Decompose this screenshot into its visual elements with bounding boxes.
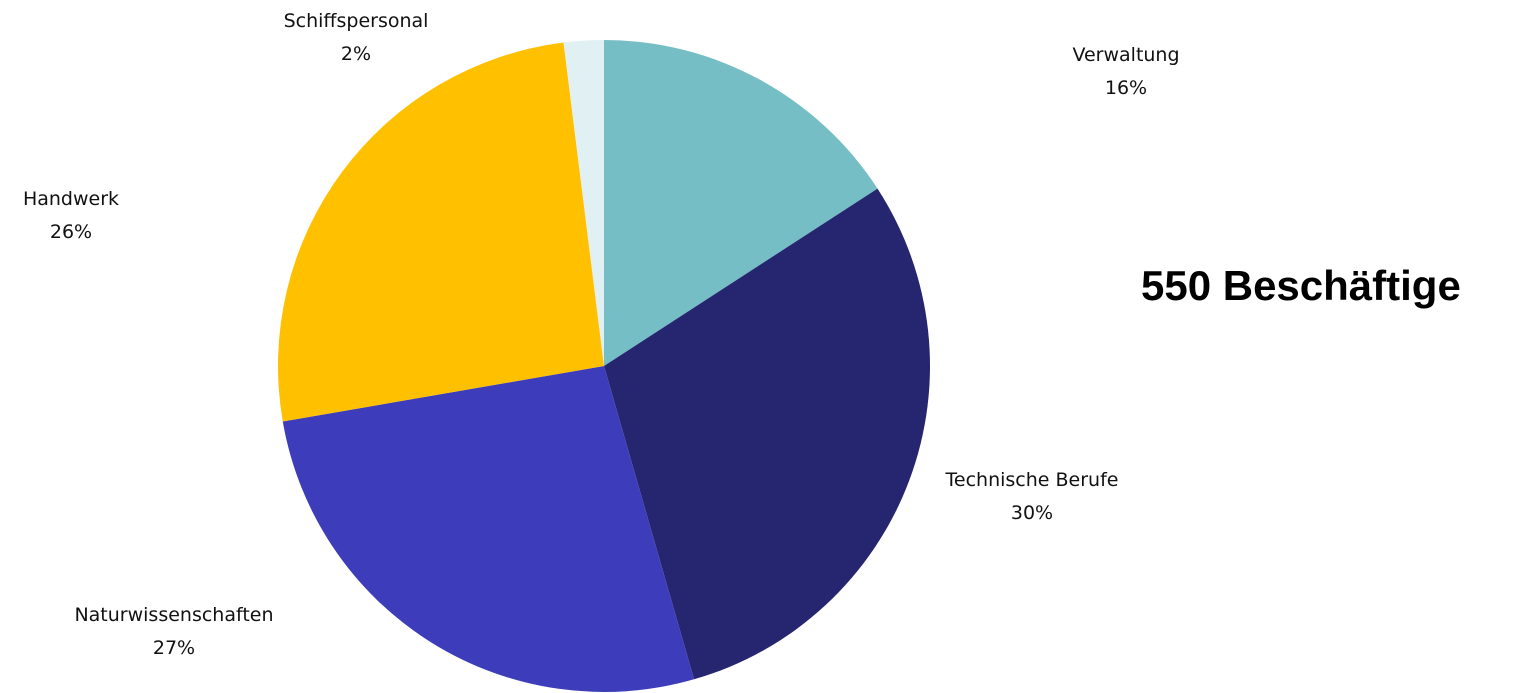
pie-slice-handwerk bbox=[278, 42, 604, 422]
pie-slice-schiffspersonal bbox=[563, 40, 604, 366]
slice-name-label: Technische Berufe bbox=[945, 469, 1119, 491]
total-employees-headline: 550 Beschäftige bbox=[1141, 262, 1461, 309]
slice-name-label: Handwerk bbox=[23, 188, 119, 210]
slice-name-label: Verwaltung bbox=[1072, 44, 1179, 66]
slice-name-label: Naturwissenschaften bbox=[74, 604, 273, 626]
slice-percent-label: 27% bbox=[153, 637, 195, 659]
pie-slice-naturwissenschaften bbox=[282, 366, 695, 692]
slice-percent-label: 2% bbox=[341, 43, 371, 65]
pie-slices bbox=[278, 40, 931, 692]
slice-percent-label: 30% bbox=[1011, 502, 1053, 524]
pie-slice-technische-berufe bbox=[604, 188, 931, 680]
pie-slice-verwaltung bbox=[604, 40, 878, 366]
pie-labels: Verwaltung 16% Technische Berufe 30% Naturwi… bbox=[23, 10, 1180, 659]
slice-percent-label: 16% bbox=[1105, 77, 1147, 99]
slice-percent-label: 26% bbox=[50, 221, 92, 243]
slice-name-label: Schiffspersonal bbox=[284, 10, 429, 32]
